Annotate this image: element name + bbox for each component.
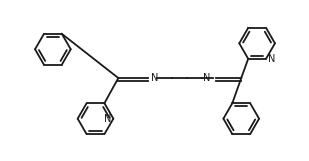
Text: N: N (151, 73, 159, 83)
Text: N: N (268, 54, 275, 64)
Text: N: N (203, 73, 210, 83)
Text: N: N (104, 114, 111, 124)
